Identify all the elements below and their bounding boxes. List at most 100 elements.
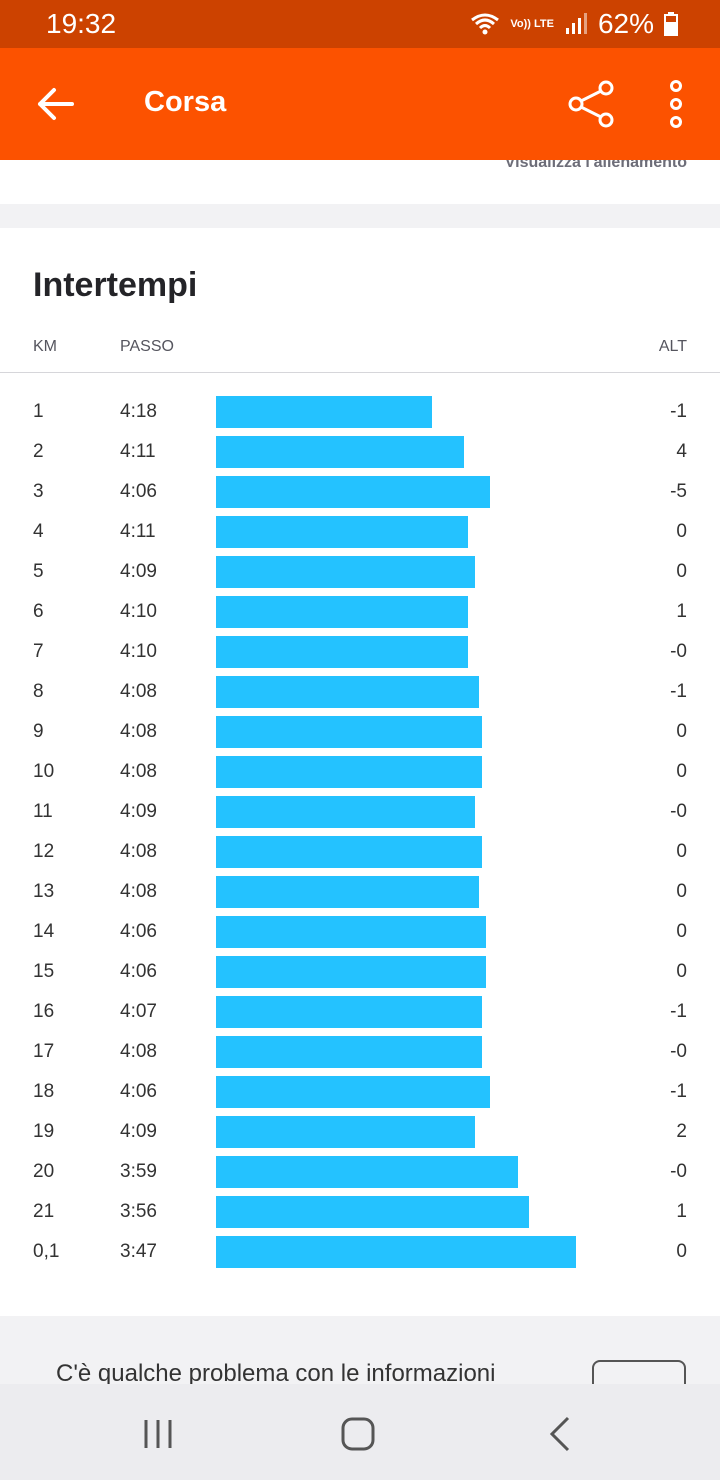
split-pace: 4:09 [120,1121,157,1142]
split-km: 9 [33,721,44,742]
split-row: 20 3:59 -0 [0,1156,720,1196]
split-pace: 4:08 [120,881,157,902]
split-row: 14 4:06 0 [0,916,720,956]
signal-icon [565,13,587,34]
split-pace: 3:59 [120,1161,157,1182]
splits-title: Intertempi [33,266,198,304]
split-alt: -0 [670,641,687,662]
split-row: 13 4:08 0 [0,876,720,916]
split-pace-bar [216,956,486,988]
status-time: 19:32 [46,8,117,39]
split-alt: 0 [676,721,687,742]
activity-card: Visualizza l'allenamento [0,160,720,204]
split-alt: -0 [670,1161,687,1182]
split-pace: 4:08 [120,721,157,742]
split-pace-bar [216,476,490,508]
battery-percent: 62% [597,8,654,39]
split-alt: -1 [670,681,687,702]
split-pace-bar [216,516,468,548]
split-km: 5 [33,561,44,582]
split-km: 20 [33,1161,55,1182]
split-alt: -1 [670,1001,687,1022]
more-vertical-icon[interactable] [664,80,688,128]
split-row: 18 4:06 -1 [0,1076,720,1116]
feedback-text: C'è qualche problema con le informazioni [56,1360,496,1384]
header-pace: PASSO [120,338,174,355]
split-row: 6 4:10 1 [0,596,720,636]
view-workout-link[interactable]: Visualizza l'allenamento [504,160,687,171]
split-pace-bar [216,1236,576,1268]
split-row: 5 4:09 0 [0,556,720,596]
splits-card: Intertempi KM PASSO ALT 1 4:18 -1 2 4:11 4 3 4:… [0,228,720,1316]
nav-back-icon[interactable] [540,1414,580,1454]
split-pace: 3:56 [120,1201,157,1222]
split-row: 12 4:08 0 [0,836,720,876]
split-km: 15 [33,961,55,982]
split-pace-bar [216,716,482,748]
split-km: 8 [33,681,44,702]
split-km: 6 [33,601,44,622]
arrow-back-icon[interactable] [36,86,76,122]
split-km: 3 [33,481,44,502]
split-pace: 4:07 [120,1001,157,1022]
split-row: 7 4:10 -0 [0,636,720,676]
split-pace-bar [216,836,482,868]
split-row: 3 4:06 -5 [0,476,720,516]
split-pace: 4:06 [120,1081,157,1102]
split-km: 2 [33,441,44,462]
split-pace: 4:08 [120,681,157,702]
header-km: KM [33,338,57,355]
split-row: 1 4:18 -1 [0,396,720,436]
split-alt: 4 [676,441,687,462]
split-alt: 0 [676,521,687,542]
split-row: 4 4:11 0 [0,516,720,556]
status-icons: Vo)) LTE 62% [470,8,678,40]
wifi-icon [471,13,500,35]
split-pace-bar [216,676,479,708]
split-alt: 0 [676,961,687,982]
split-pace: 4:06 [120,961,157,982]
split-row: 0,1 3:47 0 [0,1236,720,1276]
split-row: 17 4:08 -0 [0,1036,720,1076]
split-pace: 4:18 [120,401,157,422]
split-row: 8 4:08 -1 [0,676,720,716]
split-row: 21 3:56 1 [0,1196,720,1236]
split-pace: 4:11 [120,521,156,542]
split-pace-bar [216,876,479,908]
split-row: 11 4:09 -0 [0,796,720,836]
split-km: 21 [33,1201,55,1222]
split-pace: 4:06 [120,921,157,942]
split-alt: -0 [670,801,687,822]
split-alt: 0 [676,761,687,782]
app-bar: Corsa [0,48,720,160]
page-title: Corsa [144,86,227,118]
split-pace: 4:09 [120,561,157,582]
split-km: 0,1 [33,1241,60,1262]
split-pace-bar [216,556,475,588]
split-km: 13 [33,881,55,902]
split-pace-bar [216,436,464,468]
split-pace-bar [216,396,432,428]
split-pace: 4:06 [120,481,157,502]
splits-list: 1 4:18 -1 2 4:11 4 3 4:06 -5 4 4:11 0 5 4:09 0 6 4:10 1 7 4… [0,396,720,1276]
split-alt: 0 [676,561,687,582]
split-km: 4 [33,521,44,542]
split-pace-bar [216,796,475,828]
status-bar: 19:32 Vo)) LTE 62% [0,0,720,48]
feedback-button[interactable] [592,1360,686,1384]
split-alt: -1 [670,401,687,422]
split-pace-bar [216,1116,475,1148]
recents-icon[interactable] [138,1414,178,1454]
split-pace: 3:47 [120,1241,157,1262]
split-km: 10 [33,761,55,782]
split-alt: 0 [676,881,687,902]
home-icon[interactable] [338,1414,378,1454]
split-km: 11 [33,801,53,822]
split-pace: 4:08 [120,761,157,782]
split-km: 17 [33,1041,55,1062]
feedback-section: C'è qualche problema con le informazioni [0,1340,720,1384]
split-km: 12 [33,841,55,862]
split-pace: 4:11 [120,441,156,462]
share-icon[interactable] [568,80,616,128]
split-alt: 0 [676,841,687,862]
